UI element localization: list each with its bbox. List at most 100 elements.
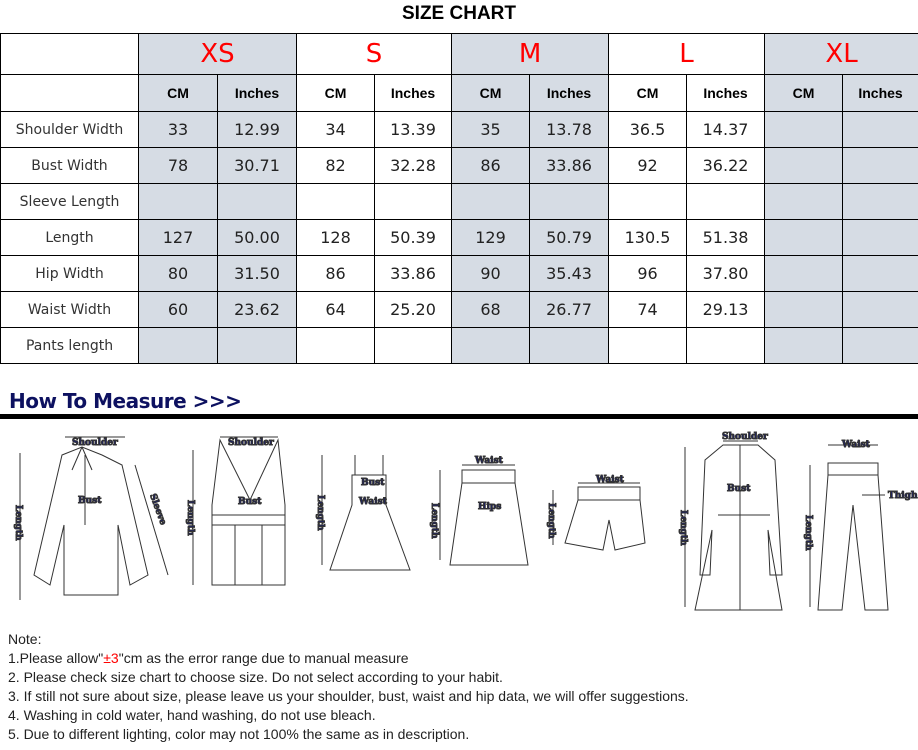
svg-text:Shoulder: Shoulder [72,438,118,448]
value-cell [686,183,766,220]
value-cell: 50.00 [216,219,298,256]
value-cell: 86 [296,255,376,292]
measurement-label: Shoulder Width [0,111,139,148]
value-cell: 68 [451,291,531,328]
unit-label: Inches [216,74,298,112]
value-cell: 13.78 [529,111,610,148]
measurement-illustrations: Shoulder Bust Length Sleeve Shoulder Bus… [13,432,918,611]
svg-text:Waist: Waist [841,440,871,450]
tank-top-illustration: Shoulder Bust Length [185,436,286,586]
value-cell [608,327,688,364]
value-cell: 13.39 [374,111,453,148]
value-cell: 29.13 [686,291,766,328]
value-cell [764,219,844,256]
value-cell: 36.5 [608,111,688,148]
corner-cell [0,33,139,75]
note-text: 1.Please allow" [8,650,104,666]
value-cell: 37.80 [686,255,766,292]
notes: Note: 1.Please allow"±3"cm as the error … [8,630,689,744]
svg-text:Hips: Hips [478,502,501,512]
value-cell: 34 [296,111,376,148]
corner-cell [0,74,139,112]
notes-heading: Note: [8,631,42,647]
note-item: 3. If still not sure about size, please … [8,688,689,704]
value-cell: 128 [296,219,376,256]
svg-text:Bust: Bust [727,484,751,494]
value-cell: 36.22 [686,147,766,184]
table-row: Shoulder Width 33 12.99 34 13.39 35 13.78 36.5 1… [0,111,918,148]
table-row: Hip Width 80 31.50 86 33.86 90 35.43 96 37.80 [0,255,918,292]
svg-text:Length: Length [803,515,813,551]
size-label: M [451,33,610,75]
value-cell [374,183,453,220]
divider [0,414,918,419]
note-item: 5. Due to different lighting, color may … [8,726,470,742]
value-cell: 33 [138,111,218,148]
shorts-illustration: Waist Length [546,475,646,551]
svg-text:Bust: Bust [361,478,385,488]
value-cell: 30.71 [216,147,298,184]
value-cell [842,219,918,256]
note-text: "cm as the error range due to manual mea… [118,650,409,666]
value-cell [842,183,918,220]
svg-text:Length: Length [546,503,556,539]
svg-text:Waist: Waist [474,456,504,466]
unit-label: CM [138,74,218,112]
value-cell: 64 [296,291,376,328]
value-cell: 12.99 [216,111,298,148]
value-cell: 82 [296,147,376,184]
note-item: 2. Please check size chart to choose siz… [8,669,503,685]
error-range: ±3 [103,650,119,666]
svg-text:Length: Length [13,505,23,541]
value-cell [842,255,918,292]
how-to-measure-heading: How To Measure >>> [9,389,242,413]
size-chart-title: SIZE CHART [402,3,516,24]
unit-label: CM [764,74,844,112]
unit-label: CM [296,74,376,112]
svg-text:Shoulder: Shoulder [722,432,768,442]
value-cell [764,327,844,364]
value-cell: 90 [451,255,531,292]
value-cell [764,183,844,220]
value-cell: 96 [608,255,688,292]
svg-text:Length: Length [185,500,195,536]
size-label: L [608,33,766,75]
value-cell [296,327,376,364]
value-cell: 25.20 [374,291,453,328]
measurement-label: Pants length [0,327,139,364]
value-cell: 74 [608,291,688,328]
value-cell: 129 [451,219,531,256]
value-cell [529,327,610,364]
value-cell [529,183,610,220]
table-row: Pants length [0,327,918,364]
value-cell: 31.50 [216,255,298,292]
value-cell: 50.79 [529,219,610,256]
value-cell [296,183,376,220]
unit-label: CM [608,74,688,112]
value-cell: 92 [608,147,688,184]
value-cell: 127 [138,219,218,256]
value-cell [138,183,218,220]
value-cell [686,327,766,364]
blouse-illustration: Shoulder Bust Length Sleeve [13,436,169,600]
value-cell [764,255,844,292]
value-cell: 78 [138,147,218,184]
unit-label: Inches [686,74,766,112]
note-item: 4. Washing in cold water, hand washing, … [8,707,376,723]
value-cell [842,291,918,328]
table-row: Waist Width 60 23.62 64 25.20 68 26.77 74 29.13 [0,291,918,328]
value-cell: 51.38 [686,219,766,256]
measurement-label: Bust Width [0,147,139,184]
measurement-label: Hip Width [0,255,139,292]
svg-text:Thigh: Thigh [888,491,918,501]
value-cell: 80 [138,255,218,292]
svg-text:Waist: Waist [358,497,388,507]
note-item: 1.Please allow"±3"cm as the error range … [8,649,689,668]
size-label: S [296,33,453,75]
measurement-label: Sleeve Length [0,183,139,220]
table-row: Length 127 50.00 128 50.39 129 50.79 130.5 51.38 [0,219,918,256]
dress-illustration: Bust Waist Length [315,455,411,571]
svg-text:Waist: Waist [595,475,625,485]
svg-text:Length: Length [678,510,688,546]
coat-illustration: Shoulder Bust Length [678,432,783,611]
